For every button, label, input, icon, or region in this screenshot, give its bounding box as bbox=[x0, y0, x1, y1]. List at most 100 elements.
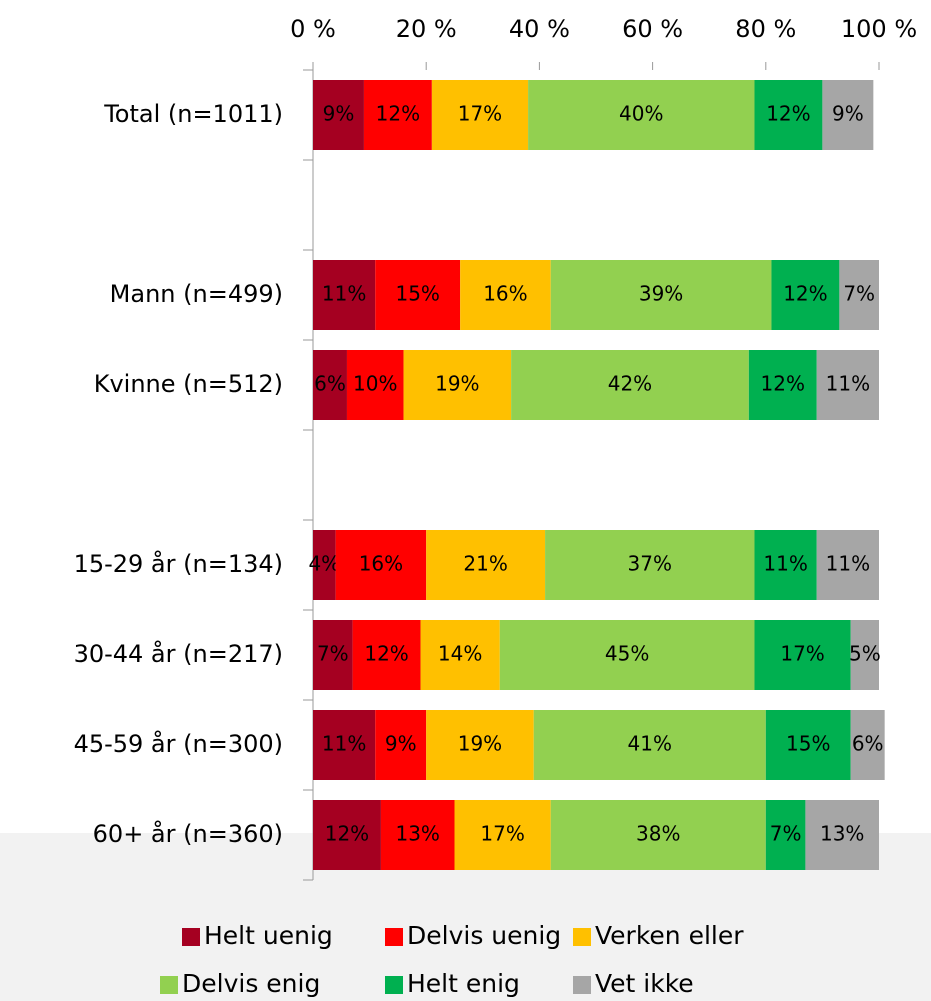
data-label: 13% bbox=[395, 822, 439, 846]
bar-segment bbox=[511, 350, 749, 420]
bar-segment bbox=[313, 80, 364, 150]
legend-swatch bbox=[385, 976, 403, 994]
y-tick-label: 15-29 år (n=134) bbox=[74, 549, 283, 578]
data-label: 11% bbox=[322, 732, 366, 756]
bar-segment bbox=[375, 710, 427, 780]
bar-segment bbox=[420, 620, 500, 690]
bar-segment bbox=[352, 620, 421, 690]
data-label: 14% bbox=[438, 642, 482, 666]
data-label: 11% bbox=[763, 552, 807, 576]
y-tick-label: Kvinne (n=512) bbox=[94, 370, 283, 398]
data-label: 9% bbox=[832, 102, 864, 126]
legend-label: Verken eller bbox=[595, 921, 744, 950]
legend-label: Delvis enig bbox=[182, 969, 320, 998]
x-tick-label: 60 % bbox=[622, 15, 683, 43]
data-label: 39% bbox=[639, 282, 683, 306]
bar-segment bbox=[313, 260, 376, 330]
y-tick-label: 60+ år (n=360) bbox=[93, 819, 283, 848]
data-label: 16% bbox=[359, 552, 403, 576]
data-label: 42% bbox=[608, 372, 652, 396]
bar-segment bbox=[748, 350, 817, 420]
data-label: 6% bbox=[852, 732, 884, 756]
data-label: 11% bbox=[826, 372, 870, 396]
bar-segment bbox=[454, 800, 551, 870]
x-tick-label: 20 % bbox=[396, 15, 457, 43]
data-label: 7% bbox=[317, 642, 349, 666]
bar-segment bbox=[850, 710, 885, 780]
data-label: 12% bbox=[783, 282, 827, 306]
bar-segment bbox=[850, 620, 879, 690]
bar-segment bbox=[363, 80, 432, 150]
bar-segment bbox=[335, 530, 427, 600]
data-label: 16% bbox=[483, 282, 527, 306]
data-label: 12% bbox=[766, 102, 810, 126]
data-label: 19% bbox=[458, 732, 502, 756]
data-label: 19% bbox=[435, 372, 479, 396]
bar-segment bbox=[460, 260, 551, 330]
bar-segment bbox=[380, 800, 455, 870]
bar-segment bbox=[426, 710, 534, 780]
data-label: 38% bbox=[636, 822, 680, 846]
y-tick-label: 45-59 år (n=300) bbox=[74, 729, 283, 758]
bar-segment bbox=[426, 530, 546, 600]
bar-segment bbox=[839, 260, 879, 330]
bar-segment bbox=[816, 350, 879, 420]
data-label: 6% bbox=[314, 372, 346, 396]
data-label: 10% bbox=[353, 372, 397, 396]
data-label: 7% bbox=[843, 282, 875, 306]
bar-segment bbox=[816, 530, 879, 600]
data-label: 9% bbox=[323, 102, 355, 126]
data-label: 11% bbox=[826, 552, 870, 576]
bar-segment bbox=[805, 800, 879, 870]
bar-segment bbox=[765, 710, 851, 780]
legend-swatch bbox=[160, 976, 178, 994]
bar-segment bbox=[545, 530, 755, 600]
legend-swatch bbox=[182, 928, 200, 946]
x-tick-label: 0 % bbox=[290, 15, 336, 43]
data-label: 40% bbox=[619, 102, 663, 126]
legend-swatch bbox=[385, 928, 403, 946]
bar-segment bbox=[771, 260, 840, 330]
data-label: 7% bbox=[770, 822, 802, 846]
y-tick-label: 30-44 år (n=217) bbox=[74, 639, 283, 668]
bar-segment bbox=[313, 800, 381, 870]
data-label: 5% bbox=[849, 642, 881, 666]
bar-segment bbox=[403, 350, 512, 420]
legend-label: Helt uenig bbox=[204, 921, 333, 950]
bar-segment bbox=[533, 710, 766, 780]
bar-segment bbox=[528, 80, 755, 150]
bar-segment bbox=[754, 530, 817, 600]
bar-segment bbox=[754, 80, 823, 150]
bar-segment bbox=[754, 620, 851, 690]
bar-segment bbox=[375, 260, 461, 330]
data-label: 15% bbox=[395, 282, 439, 306]
data-label: 17% bbox=[780, 642, 824, 666]
legend-label: Helt enig bbox=[407, 969, 520, 998]
bar-segment bbox=[499, 620, 755, 690]
legend-label: Vet ikke bbox=[595, 969, 694, 998]
data-label: 4% bbox=[308, 552, 340, 576]
y-tick-label: Total (n=1011) bbox=[103, 100, 283, 128]
data-label: 9% bbox=[385, 732, 417, 756]
x-tick-label: 80 % bbox=[735, 15, 796, 43]
data-label: 37% bbox=[628, 552, 672, 576]
data-label: 11% bbox=[322, 282, 366, 306]
data-label: 21% bbox=[463, 552, 507, 576]
bar-segment bbox=[346, 350, 404, 420]
data-label: 12% bbox=[761, 372, 805, 396]
bar-segment bbox=[313, 350, 347, 420]
data-label: 41% bbox=[628, 732, 672, 756]
bar-segment bbox=[431, 80, 529, 150]
legend-label: Delvis uenig bbox=[407, 921, 561, 950]
data-label: 15% bbox=[786, 732, 830, 756]
data-label: 17% bbox=[458, 102, 502, 126]
bar-segment bbox=[550, 800, 766, 870]
bar-segment bbox=[765, 800, 806, 870]
x-tick-label: 100 % bbox=[841, 15, 917, 43]
bar-segment bbox=[550, 260, 772, 330]
data-label: 12% bbox=[376, 102, 420, 126]
x-tick-label: 40 % bbox=[509, 15, 570, 43]
bar-segment bbox=[313, 620, 353, 690]
bar-segment bbox=[313, 530, 336, 600]
